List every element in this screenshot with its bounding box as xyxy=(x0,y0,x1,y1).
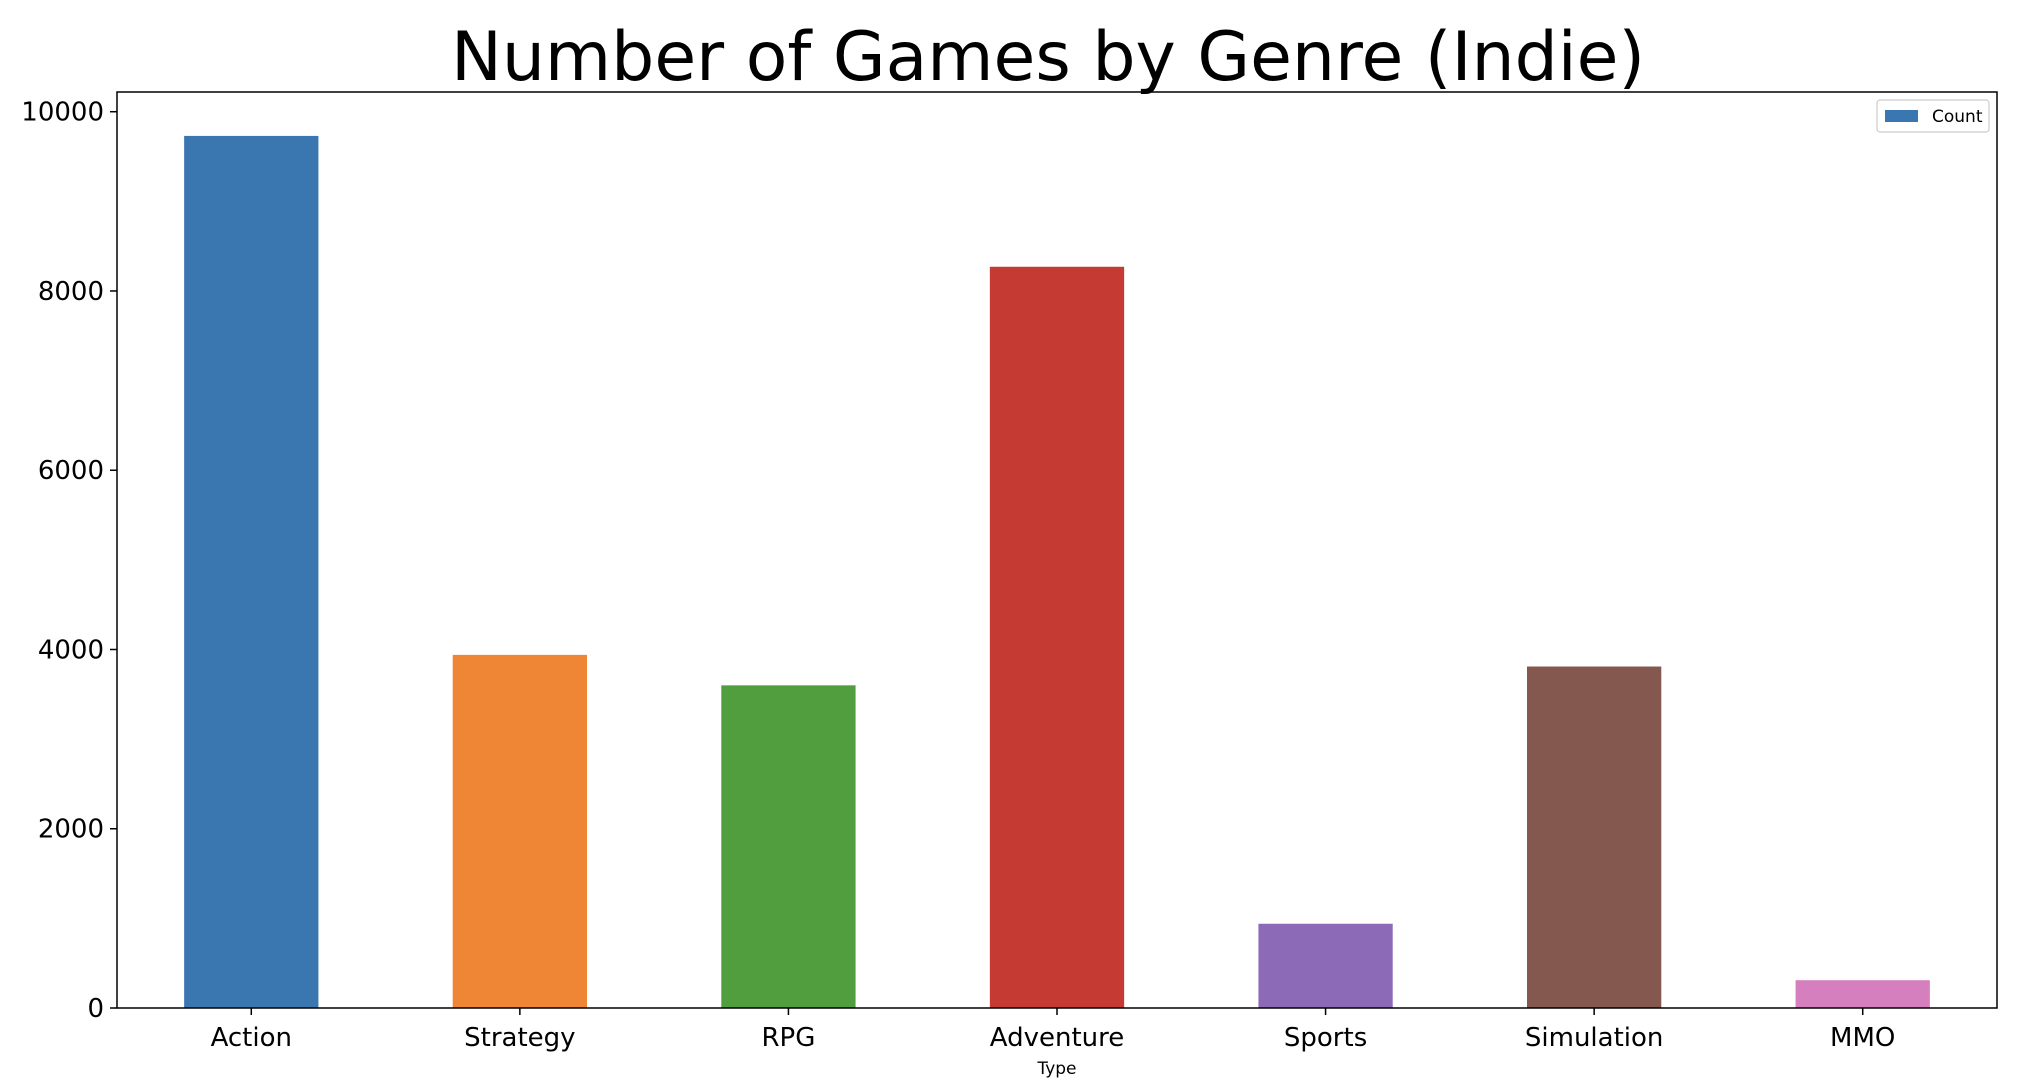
y-tick-label-10000: 10000 xyxy=(21,98,104,128)
x-tick-label-adventure: Adventure xyxy=(990,1023,1124,1053)
x-tick-label-simulation: Simulation xyxy=(1525,1023,1664,1053)
bar-sports xyxy=(1258,923,1393,1008)
bar-strategy xyxy=(452,654,587,1008)
bars-group xyxy=(184,135,1930,1009)
legend-swatch xyxy=(1885,110,1918,122)
chart-title: Number of Games by Genre (Indie) xyxy=(451,18,1645,97)
y-tick-label-6000: 6000 xyxy=(38,456,104,486)
legend-box xyxy=(1876,99,1990,133)
bar-mmo xyxy=(1795,980,1930,1008)
x-tick-label-mmo: MMO xyxy=(1830,1023,1895,1053)
bar-rpg xyxy=(721,685,856,1008)
y-tick-label-4000: 4000 xyxy=(38,635,104,665)
bar-action xyxy=(184,135,319,1009)
legend-label-count: Count xyxy=(1932,107,1983,127)
legend: Count xyxy=(1876,99,1990,133)
y-tick-label-8000: 8000 xyxy=(38,277,104,307)
x-tick-label-action: Action xyxy=(211,1023,292,1053)
x-tick-label-sports: Sports xyxy=(1284,1023,1367,1053)
bar-adventure xyxy=(989,266,1125,1008)
bar-simulation xyxy=(1527,666,1662,1008)
x-tick-label-rpg: RPG xyxy=(761,1023,815,1053)
y-axis: 0 2000 4000 6000 8000 10000 xyxy=(21,98,117,1024)
x-tick-label-strategy: Strategy xyxy=(464,1023,575,1053)
x-axis-label: Type xyxy=(1036,1059,1076,1079)
y-tick-label-0: 0 xyxy=(87,994,104,1024)
y-tick-label-2000: 2000 xyxy=(38,815,104,845)
x-axis: Action Strategy RPG Adventure Sports Simulati… xyxy=(211,1008,1895,1053)
